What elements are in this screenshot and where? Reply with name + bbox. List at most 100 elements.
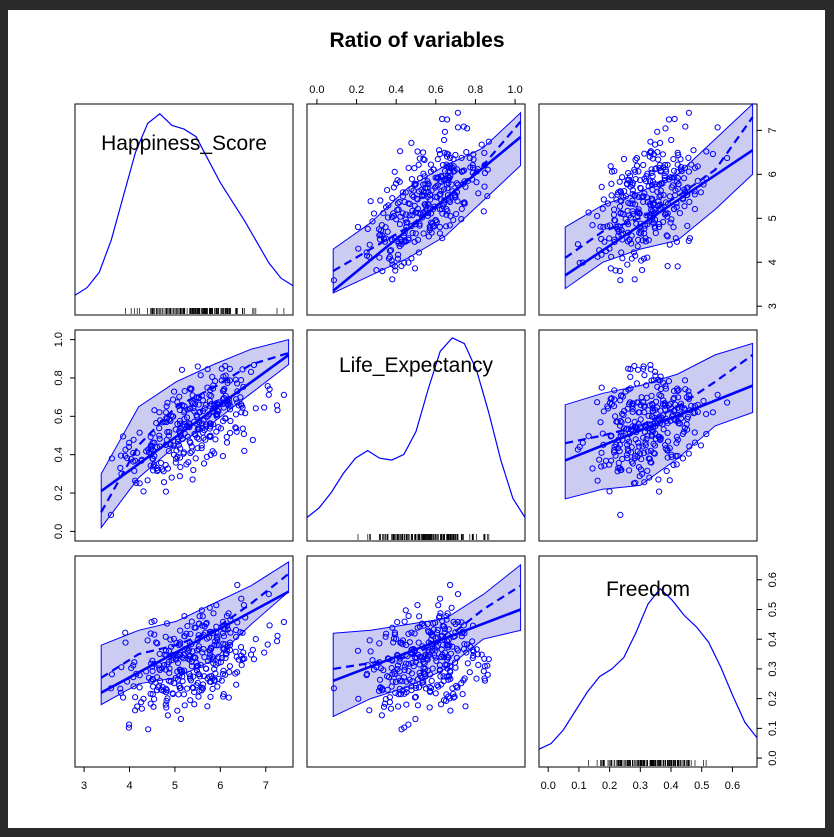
data-point-1-2-257 <box>619 455 626 463</box>
data-point-1-0-303 <box>172 426 179 433</box>
data-point-0-1-58 <box>367 198 374 205</box>
data-point-0-1-219 <box>373 267 380 274</box>
data-point-0-1-188 <box>441 136 448 144</box>
data-point-0-2-271 <box>690 147 697 154</box>
data-point-1-2-279 <box>662 445 669 452</box>
data-point-1-0-124 <box>177 464 184 471</box>
data-point-2-0-103 <box>265 591 272 598</box>
data-point-0-1-197 <box>408 255 415 262</box>
data-point-2-0-237 <box>212 670 219 677</box>
data-point-1-2-145 <box>636 409 643 416</box>
data-point-1-2-189 <box>652 372 659 379</box>
data-point-1-0-170 <box>153 464 161 472</box>
data-point-0-1-81 <box>462 183 469 190</box>
data-point-2-0-222 <box>250 656 258 663</box>
data-point-1-0-267 <box>117 452 125 459</box>
data-point-2-0-160 <box>167 636 174 643</box>
data-point-0-1-227 <box>375 226 383 233</box>
data-point-0-1-114 <box>481 149 488 156</box>
data-point-0-1-109 <box>439 210 446 217</box>
smooth-fit-line-1-2 <box>564 354 754 445</box>
data-point-1-0-253 <box>188 385 195 392</box>
data-point-0-2-157 <box>637 227 645 234</box>
data-point-2-1-245 <box>443 691 450 698</box>
data-point-1-0-284 <box>179 423 186 430</box>
data-point-2-0-282 <box>233 681 240 688</box>
data-point-2-0-17 <box>148 619 155 626</box>
data-point-0-2-303 <box>627 214 635 221</box>
data-point-0-2-266 <box>618 249 625 256</box>
data-point-1-0-182 <box>192 455 199 462</box>
data-point-2-0-252 <box>215 660 222 667</box>
data-point-0-1-287 <box>401 238 408 245</box>
data-point-1-0-43 <box>107 511 115 519</box>
data-point-1-2-139 <box>641 372 648 379</box>
data-point-0-1-269 <box>432 184 439 191</box>
data-point-0-1-47 <box>463 149 470 156</box>
data-point-0-1-295 <box>411 265 419 272</box>
data-point-2-1-181 <box>445 644 452 651</box>
data-point-1-0-295 <box>120 433 127 440</box>
data-point-0-1-164 <box>414 236 422 243</box>
data-point-0-2-104 <box>606 235 613 242</box>
data-point-0-2-34 <box>685 154 692 161</box>
data-point-2-0-117 <box>234 581 241 589</box>
data-point-2-1-39 <box>380 703 388 710</box>
data-point-1-2-39 <box>598 463 605 470</box>
data-point-0-1-280 <box>420 181 427 188</box>
data-point-0-2-231 <box>667 174 674 181</box>
data-point-0-1-207 <box>441 167 449 175</box>
data-point-0-1-309 <box>379 268 386 275</box>
data-point-1-2-230 <box>600 408 607 415</box>
data-point-0-2-295 <box>607 265 614 272</box>
data-point-2-0-182 <box>192 624 199 631</box>
data-point-0-1-213 <box>393 216 400 223</box>
x-tick-label-freedom-1: 0.1 <box>571 780 586 792</box>
data-point-2-0-102 <box>209 653 216 660</box>
data-point-0-2-200 <box>674 161 681 168</box>
data-point-2-1-171 <box>409 659 416 667</box>
data-point-1-0-172 <box>233 428 240 435</box>
data-point-1-2-265 <box>671 407 678 414</box>
data-point-1-0-120 <box>202 436 209 443</box>
data-point-2-1-293 <box>459 691 466 698</box>
data-point-0-2-219 <box>639 267 646 274</box>
data-point-1-2-3 <box>646 474 653 481</box>
data-point-2-0-82 <box>165 658 172 666</box>
data-point-0-2-121 <box>674 175 682 182</box>
data-point-1-2-27 <box>596 456 603 463</box>
data-point-2-1-207 <box>441 625 449 633</box>
data-point-0-1-182 <box>389 195 396 202</box>
data-point-2-1-191 <box>391 629 398 636</box>
data-point-2-1-301 <box>444 656 451 663</box>
data-point-2-1-151 <box>484 671 491 678</box>
data-point-2-1-150 <box>469 654 476 662</box>
data-point-1-0-93 <box>181 403 188 410</box>
data-point-1-2-99 <box>673 433 681 440</box>
panel-frame-happiness_score-happiness_score <box>74 103 294 316</box>
data-point-1-2-267 <box>612 452 619 459</box>
data-point-1-0-246 <box>169 396 177 403</box>
data-point-2-1-253 <box>461 641 468 648</box>
data-point-1-0-135 <box>151 407 158 414</box>
data-point-2-0-93 <box>181 613 188 620</box>
data-point-1-2-166 <box>668 453 675 460</box>
data-point-1-2-205 <box>632 479 639 486</box>
data-point-2-0-244 <box>187 652 194 660</box>
data-point-1-2-143 <box>709 409 717 416</box>
data-point-1-2-142 <box>665 378 673 385</box>
data-point-1-2-219 <box>639 470 646 477</box>
data-point-1-2-81 <box>598 384 605 391</box>
data-point-1-0-199 <box>176 417 183 424</box>
data-point-1-2-239 <box>576 443 583 450</box>
data-point-0-2-213 <box>668 216 675 223</box>
data-point-0-2-199 <box>617 210 624 217</box>
data-point-1-0-166 <box>203 453 210 460</box>
data-point-0-2-208 <box>644 254 651 261</box>
data-point-1-2-294 <box>656 488 663 495</box>
data-point-0-1-115 <box>386 247 393 255</box>
x-tick-label-freedom-6: 0.6 <box>725 780 740 792</box>
data-point-0-1-3 <box>369 218 376 225</box>
right-tick-label-happiness_score-2: 5 <box>767 215 779 221</box>
data-point-1-2-215 <box>606 488 613 495</box>
